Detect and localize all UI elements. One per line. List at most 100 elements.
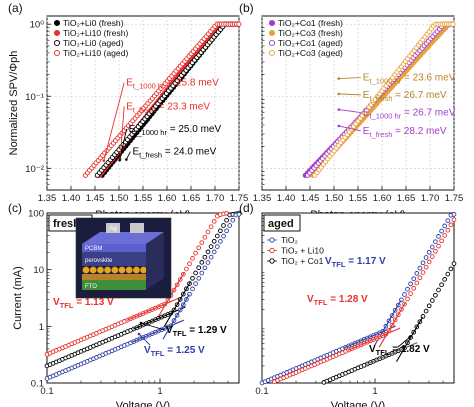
annotation-sub: t_fresh [369, 130, 392, 139]
vtfl-annotation-value: = 1.17 V [345, 256, 386, 267]
data-point [429, 298, 435, 303]
data-point [445, 271, 451, 277]
data-point [214, 244, 220, 249]
annotation-arrow [119, 128, 128, 161]
x-tick-label: 1.50 [110, 193, 129, 204]
data-point [187, 261, 192, 267]
data-point [451, 217, 457, 223]
y-axis-label: Current (mA) [12, 266, 24, 330]
y-tick-label: 10⁻¹ [25, 92, 44, 103]
tio2-particle [104, 266, 112, 274]
legend-entry: TiO₂ + Li10 [281, 246, 324, 256]
panel-label: (b) [239, 1, 254, 15]
legend: TiO₂+Li0 (fresh)TiO₂+Li10 (fresh)TiO₂+Li… [53, 18, 128, 58]
legend-marker [269, 258, 275, 264]
legend-marker [53, 39, 61, 47]
tio2-layer [82, 274, 146, 280]
annotation-value: = 23.6 meV [401, 73, 456, 84]
y-tick-label: 10 [33, 265, 44, 276]
data-point [442, 277, 448, 282]
fit-line-tfl [378, 302, 406, 348]
legend-marker [53, 29, 61, 37]
data-point [433, 248, 438, 254]
tio2-particle [132, 266, 140, 274]
data-point [199, 240, 205, 245]
data-point [423, 264, 429, 270]
data-point [417, 265, 423, 271]
x-tick-label: 0.1 [40, 386, 53, 397]
annotation-arrowhead [337, 92, 341, 96]
vtfl-annotation-sub: TFL [314, 298, 328, 307]
data-point [221, 233, 226, 239]
data-point [411, 276, 417, 282]
annotation-value: = 24.0 meV [162, 147, 217, 158]
legend-marker [268, 39, 276, 47]
data-point [196, 245, 202, 251]
data-point [450, 21, 456, 27]
annotation-value: = 25.8 meV [165, 78, 220, 89]
x-tick-label: 1.50 [325, 193, 344, 204]
x-axis-label: Voltage (V) [116, 400, 170, 407]
annotation-value: = 26.7 meV [401, 108, 456, 119]
annotation: Et_fresh = 23.3 meV [126, 101, 210, 114]
vtfl-annotation-value: = 1.28 V [327, 294, 368, 305]
perovskite-layer [82, 252, 146, 266]
data-point [205, 229, 211, 235]
legend-entry: TiO₂+Co1 (aged) [278, 38, 343, 48]
x-tick-label: 1.35 [38, 193, 57, 204]
data-point [190, 256, 195, 261]
data-point [193, 250, 198, 256]
annotation-arrow [338, 77, 361, 80]
data-point [196, 265, 202, 271]
annotation-arrow [338, 109, 361, 113]
inset-side-face [146, 232, 164, 290]
vtfl-arrowhead [139, 321, 143, 325]
data-point [451, 261, 457, 266]
data-point [224, 228, 229, 234]
legend-entry: TiO₂ + Co1 [281, 256, 324, 266]
vtfl-annotation-main: V [325, 256, 332, 267]
data-point [436, 234, 441, 239]
vtfl-annotation: VTFL = 1.17 V [325, 256, 386, 269]
vtfl-annotation-value: = 1.29 V [186, 325, 227, 336]
data-point [433, 239, 438, 245]
device-inset: Ag PCBM perovskite FTO [75, 217, 172, 299]
legend-entry: TiO₂+Co3 (aged) [278, 48, 343, 58]
data-point [218, 228, 223, 234]
y-tick-label: 1 [39, 322, 44, 333]
legend-entry: TiO₂+Li10 (fresh) [63, 28, 128, 38]
fit-line-tfl [164, 281, 192, 327]
vtfl-annotation-main: V [166, 325, 173, 336]
annotation-arrow [338, 93, 361, 96]
annotation-main: E [363, 126, 370, 137]
x-tick-label: 1.75 [445, 193, 464, 204]
fit-line-ohmic [126, 297, 180, 321]
data-point [205, 249, 211, 255]
annotation-arrowhead [337, 124, 341, 128]
annotation-main: E [126, 101, 133, 112]
data-point [199, 260, 205, 265]
vtfl-annotation-sub: TFL [173, 329, 187, 338]
data-point [218, 239, 223, 244]
x-tick-label: 1 [372, 386, 377, 397]
legend-entry: TiO₂+Li0 (fresh) [63, 18, 124, 28]
x-tick-label: 1.40 [62, 193, 81, 204]
fit-line-ohmic [364, 342, 418, 366]
data-point [199, 270, 205, 276]
data-point [442, 233, 448, 238]
data-point [417, 275, 423, 281]
x-tick-label: 1.70 [421, 193, 440, 204]
x-tick-label: 1.65 [182, 193, 201, 204]
data-point [227, 223, 233, 228]
data-point [420, 270, 426, 275]
annotation-sub: t_1000 hr [369, 77, 401, 86]
data-point [451, 212, 457, 217]
data-point [193, 281, 198, 286]
annotation-sub: t_fresh [369, 94, 392, 103]
tio2-particle [82, 266, 90, 274]
ag-electrode [106, 223, 120, 233]
data-point [211, 238, 217, 244]
vtfl-annotation: VTFL = 1.82 V [369, 344, 430, 357]
data-point [426, 259, 432, 265]
